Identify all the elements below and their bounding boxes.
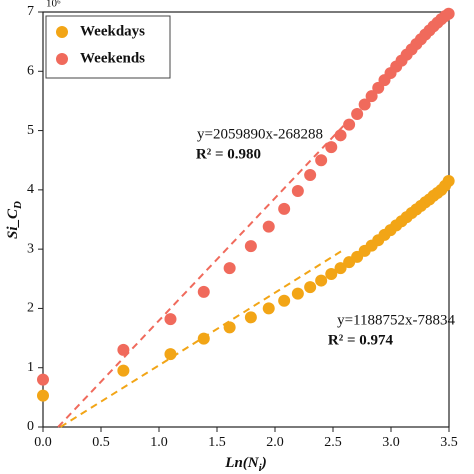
point bbox=[351, 107, 364, 120]
point bbox=[304, 169, 317, 182]
y-tick-label: 6 bbox=[27, 64, 34, 79]
y-tick-label: 2 bbox=[27, 301, 34, 316]
y-tick-label: 3 bbox=[27, 241, 34, 256]
point bbox=[365, 90, 378, 103]
point bbox=[315, 274, 328, 287]
x-axis-label: Ln(Ni) bbox=[224, 455, 266, 473]
x-tick-label: 3.5 bbox=[440, 435, 458, 450]
x-tick-label: 3.0 bbox=[382, 435, 400, 450]
point bbox=[244, 240, 257, 253]
point bbox=[325, 141, 338, 154]
y-tick-label: 0 bbox=[27, 419, 34, 434]
point bbox=[334, 129, 347, 142]
y-tick-label: 1 bbox=[27, 360, 34, 375]
point bbox=[164, 348, 177, 361]
x-tick-label: 2.5 bbox=[324, 435, 342, 450]
legend-marker bbox=[56, 53, 68, 65]
fit-equation: y=1188752x-78834 bbox=[337, 312, 455, 328]
fit-r2: R² = 0.974 bbox=[328, 332, 394, 348]
point bbox=[325, 268, 338, 281]
point bbox=[244, 311, 257, 324]
point bbox=[197, 285, 210, 298]
legend-label: Weekends bbox=[80, 50, 145, 66]
point bbox=[304, 281, 317, 294]
fit-line bbox=[59, 248, 346, 428]
x-tick-label: 2.0 bbox=[266, 435, 284, 450]
plot-frame bbox=[42, 11, 450, 428]
point bbox=[358, 98, 371, 111]
y-axis-label: Si_CD bbox=[5, 201, 23, 239]
point bbox=[278, 294, 291, 307]
point bbox=[442, 174, 455, 187]
point bbox=[262, 220, 275, 233]
point bbox=[37, 373, 49, 386]
point bbox=[442, 7, 455, 20]
y-multiplier: 10⁶ bbox=[46, 0, 61, 10]
point bbox=[291, 185, 304, 198]
point bbox=[343, 118, 356, 131]
point bbox=[164, 313, 177, 326]
point bbox=[223, 262, 236, 275]
point bbox=[37, 389, 49, 402]
point bbox=[262, 302, 275, 315]
point bbox=[197, 332, 210, 345]
fit-line bbox=[57, 123, 346, 428]
legend-label: Weekdays bbox=[80, 23, 145, 39]
point bbox=[117, 364, 130, 377]
y-tick-label: 5 bbox=[27, 123, 34, 138]
legend-marker bbox=[56, 26, 68, 38]
fit-r2: R² = 0.980 bbox=[196, 146, 261, 162]
x-tick-label: 1.5 bbox=[208, 435, 226, 450]
fit-equation: y=2059890x-268288 bbox=[197, 126, 323, 142]
point bbox=[278, 202, 291, 215]
x-tick-label: 1.0 bbox=[150, 435, 168, 450]
point bbox=[223, 321, 236, 334]
legend-box bbox=[45, 15, 171, 79]
x-tick-label: 0.5 bbox=[92, 435, 110, 450]
point bbox=[315, 154, 328, 167]
y-tick-label: 4 bbox=[27, 182, 34, 197]
point bbox=[291, 287, 304, 300]
point bbox=[117, 343, 130, 356]
y-tick-label: 7 bbox=[27, 4, 34, 19]
x-tick-label: 0.0 bbox=[34, 435, 52, 450]
point bbox=[334, 262, 347, 275]
